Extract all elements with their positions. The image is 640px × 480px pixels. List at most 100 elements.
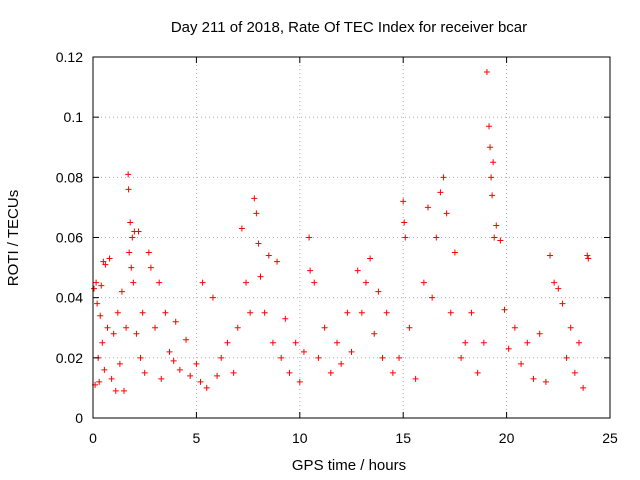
- data-point: [278, 354, 285, 361]
- data-point: [98, 282, 105, 289]
- data-point: [530, 375, 537, 382]
- data-point: [563, 354, 570, 361]
- data-point: [300, 348, 307, 355]
- y-tick-label: 0.02: [56, 350, 83, 366]
- data-point: [400, 198, 407, 205]
- data-point: [547, 252, 554, 259]
- y-tick-label: 0.12: [56, 49, 83, 65]
- data-point: [338, 360, 345, 367]
- grid: [93, 57, 610, 418]
- data-point: [152, 324, 159, 331]
- data-point: [282, 315, 289, 322]
- data-point: [261, 309, 268, 316]
- data-point: [518, 360, 525, 367]
- data-point: [265, 252, 272, 259]
- data-point: [375, 288, 382, 295]
- data-point: [585, 255, 592, 262]
- data-point: [474, 369, 481, 376]
- data-point: [170, 357, 177, 364]
- data-point: [183, 336, 190, 343]
- data-point: [274, 258, 281, 265]
- data-point: [559, 300, 566, 307]
- data-point: [224, 339, 231, 346]
- data-point: [443, 210, 450, 217]
- data-point: [116, 360, 123, 367]
- data-point: [145, 249, 152, 256]
- y-tick-label: 0.04: [56, 290, 83, 306]
- data-point: [354, 267, 361, 274]
- data-point: [468, 309, 475, 316]
- data-point: [501, 306, 508, 313]
- plot-frame: [92, 56, 611, 419]
- data-point: [128, 264, 135, 271]
- data-point: [176, 366, 183, 373]
- data-point: [497, 237, 504, 244]
- data-point: [193, 360, 200, 367]
- data-point: [141, 369, 148, 376]
- data-point: [584, 252, 591, 259]
- data-point: [269, 339, 276, 346]
- data-point: [118, 288, 125, 295]
- data-point: [91, 285, 98, 292]
- data-point: [108, 375, 115, 382]
- data-point: [100, 258, 107, 265]
- data-point: [406, 324, 413, 331]
- data-point: [536, 330, 543, 337]
- data-point: [451, 249, 458, 256]
- data-point: [321, 324, 328, 331]
- data-point: [247, 309, 254, 316]
- data-point: [230, 369, 237, 376]
- data-point: [127, 219, 134, 226]
- data-point: [93, 279, 100, 286]
- data-point: [567, 324, 574, 331]
- data-point: [135, 228, 142, 235]
- data-point: [104, 324, 111, 331]
- y-tick-label: 0.1: [64, 109, 84, 125]
- data-point: [440, 174, 447, 181]
- data-points: [91, 69, 592, 394]
- data-point: [125, 186, 132, 193]
- x-axis-label: GPS time / hours: [292, 457, 406, 474]
- data-point: [96, 378, 103, 385]
- data-point: [158, 375, 165, 382]
- y-tick-label: 0.06: [56, 230, 83, 246]
- data-point: [253, 210, 260, 217]
- data-point: [137, 354, 144, 361]
- data-point: [458, 354, 465, 361]
- data-point: [218, 354, 225, 361]
- y-tick-label: 0.08: [56, 169, 83, 185]
- data-point: [488, 174, 495, 181]
- data-point: [425, 204, 432, 211]
- data-point: [166, 348, 173, 355]
- data-point: [238, 225, 245, 232]
- data-point: [511, 324, 518, 331]
- data-point: [106, 255, 113, 262]
- data-point: [123, 324, 130, 331]
- data-point: [112, 387, 119, 394]
- data-point: [371, 330, 378, 337]
- data-point: [571, 369, 578, 376]
- data-point: [162, 309, 169, 316]
- y-axis-label: ROTI / TECUs: [5, 190, 22, 286]
- data-point: [306, 234, 313, 241]
- data-point: [94, 300, 101, 307]
- data-point: [555, 285, 562, 292]
- data-point: [490, 159, 497, 166]
- data-point: [101, 366, 108, 373]
- data-point: [126, 249, 133, 256]
- data-point: [487, 144, 494, 151]
- data-point: [139, 309, 146, 316]
- data-point: [524, 339, 531, 346]
- data-point: [286, 369, 293, 376]
- data-point: [102, 261, 109, 268]
- data-point: [334, 339, 341, 346]
- data-point: [110, 330, 117, 337]
- data-point: [255, 240, 262, 247]
- data-point: [296, 378, 303, 385]
- data-point: [358, 309, 365, 316]
- data-point: [257, 273, 264, 280]
- data-point: [307, 267, 314, 274]
- data-point: [97, 312, 104, 319]
- data-point: [99, 339, 106, 346]
- data-point: [575, 339, 582, 346]
